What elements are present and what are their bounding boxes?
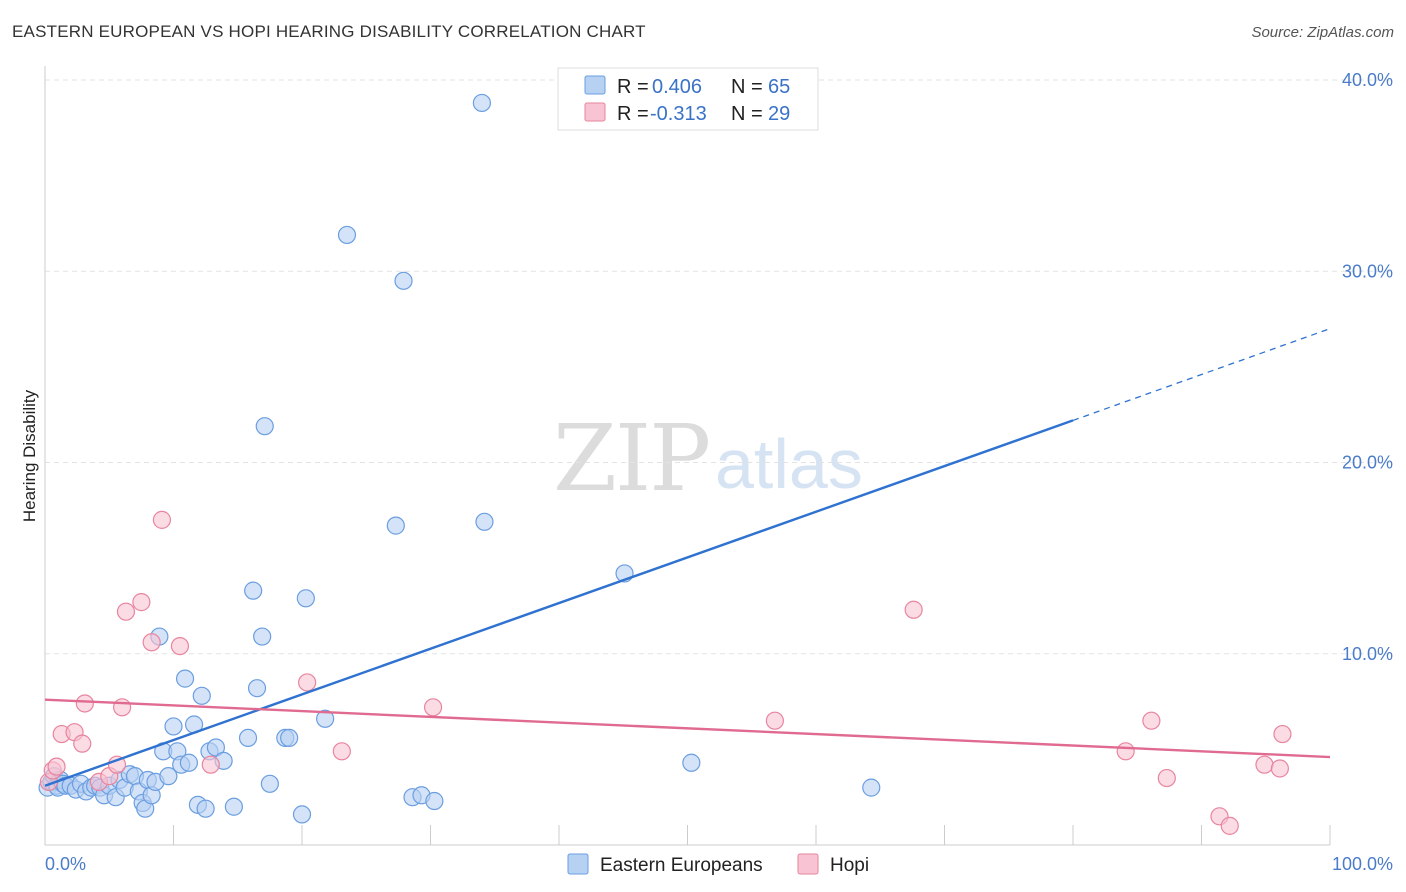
stats-legend-swatch-hopi xyxy=(584,102,606,122)
hopi-point-13 xyxy=(142,633,161,652)
hopi-point-10 xyxy=(112,698,132,717)
eastern-europeans-point-44 xyxy=(238,728,258,748)
hopi-point-12 xyxy=(132,593,151,612)
eastern-europeans-point-51 xyxy=(280,728,299,748)
hopi-point-16 xyxy=(201,755,220,774)
eastern-europeans-point-39 xyxy=(196,799,215,818)
eastern-europeans-point-62 xyxy=(475,512,494,531)
legend-swatch-hopi xyxy=(797,853,819,875)
watermark-zip: ZIP xyxy=(553,405,709,512)
eastern-europeans-point-38 xyxy=(192,686,211,705)
legend-label-eastern-europeans: Eastern Europeans xyxy=(600,855,763,876)
watermark-atlas: atlas xyxy=(715,425,863,503)
stats-legend-n-label-1: N = xyxy=(731,76,763,98)
eastern-europeans-point-52 xyxy=(292,805,312,824)
hopi-point-6 xyxy=(75,694,94,713)
eastern-europeans-point-49 xyxy=(260,774,279,793)
hopi-point-19 xyxy=(423,698,443,717)
x-tick-label-max: 100.0% xyxy=(1332,854,1393,874)
stats-legend-swatch-eastern-europeans xyxy=(584,75,606,95)
eastern-europeans-point-55 xyxy=(337,225,357,245)
eastern-europeans-point-60 xyxy=(425,791,444,811)
eastern-europeans-point-43 xyxy=(224,797,243,816)
eastern-europeans-point-31 xyxy=(164,717,183,736)
eastern-europeans-point-34 xyxy=(175,669,195,688)
watermark: ZIP atlas xyxy=(553,405,863,512)
eastern-europeans-point-54 xyxy=(316,709,335,728)
stats-legend-r-value-2: -0.313 xyxy=(650,103,707,125)
gridlines xyxy=(45,79,1393,655)
stats-legend-n-value-1: 65 xyxy=(768,76,790,98)
eastern-europeans-point-57 xyxy=(394,271,413,290)
stats-legend: R = 0.406 N = 65 R = -0.313 N = 29 xyxy=(557,67,819,131)
eastern-europeans-trend-extension xyxy=(1072,328,1331,422)
eastern-europeans-point-64 xyxy=(682,753,701,772)
eastern-europeans-point-35 xyxy=(179,753,199,772)
hopi-point-26 xyxy=(1220,816,1239,835)
y-tick-label-20: 20.0% xyxy=(1342,453,1393,473)
trend-lines xyxy=(44,328,1331,787)
hopi-point-28 xyxy=(1270,759,1289,778)
hopi-point-11 xyxy=(116,602,136,621)
eastern-europeans-point-47 xyxy=(253,627,272,646)
eastern-europeans-trend-line xyxy=(44,419,1074,787)
eastern-europeans-point-65 xyxy=(862,778,881,797)
eastern-europeans-point-48 xyxy=(255,417,274,436)
stats-legend-r-value-1: 0.406 xyxy=(652,76,702,98)
hopi-point-27 xyxy=(1255,755,1274,774)
legend-label-hopi: Hopi xyxy=(830,855,869,876)
eastern-europeans-point-56 xyxy=(386,516,405,535)
y-tick-label-30: 30.0% xyxy=(1342,261,1393,281)
hopi-point-18 xyxy=(332,742,351,761)
hopi-point-24 xyxy=(1157,768,1176,788)
hopi-point-15 xyxy=(170,636,190,656)
stats-legend-n-value-2: 29 xyxy=(768,103,790,125)
legend-swatch-eastern-europeans xyxy=(567,853,589,875)
hopi-trend-line xyxy=(44,698,1331,759)
chart-title: EASTERN EUROPEAN VS HOPI HEARING DISABIL… xyxy=(12,22,646,41)
chart-source: Source: ZipAtlas.com xyxy=(1251,24,1394,41)
y-tick-label-40: 40.0% xyxy=(1342,70,1393,90)
stats-legend-r-label-2: R = xyxy=(617,103,649,125)
axes xyxy=(44,66,1331,846)
eastern-europeans-point-61 xyxy=(472,93,491,113)
eastern-europeans-point-46 xyxy=(247,679,267,698)
hopi-point-17 xyxy=(298,673,317,692)
hopi-point-2 xyxy=(47,757,66,776)
hopi-point-29 xyxy=(1273,724,1292,744)
y-tick-label-10: 10.0% xyxy=(1342,644,1393,664)
eastern-europeans-point-30 xyxy=(159,767,178,786)
stats-legend-r-label-1: R = xyxy=(617,76,649,98)
eastern-europeans-point-45 xyxy=(244,581,263,600)
stats-legend-n-label-2: N = xyxy=(731,103,763,125)
x-tick-label-min: 0.0% xyxy=(45,854,86,874)
y-axis-label: Hearing Disability xyxy=(20,389,39,522)
eastern-europeans-point-53 xyxy=(296,589,315,608)
series-points-hopi xyxy=(39,510,1292,835)
x-tick-labels: 0.0% 100.0% xyxy=(45,854,1393,874)
hopi-point-21 xyxy=(904,600,923,619)
hopi-point-22 xyxy=(1116,742,1135,761)
eastern-europeans-point-41 xyxy=(206,738,226,757)
hopi-point-23 xyxy=(1142,711,1161,730)
hopi-point-20 xyxy=(765,711,784,730)
hopi-point-14 xyxy=(152,510,172,529)
hopi-point-5 xyxy=(73,734,92,753)
y-tick-labels: 10.0% 20.0% 30.0% 40.0% xyxy=(1342,70,1393,664)
series-legend: Eastern Europeans Hopi xyxy=(567,853,869,876)
